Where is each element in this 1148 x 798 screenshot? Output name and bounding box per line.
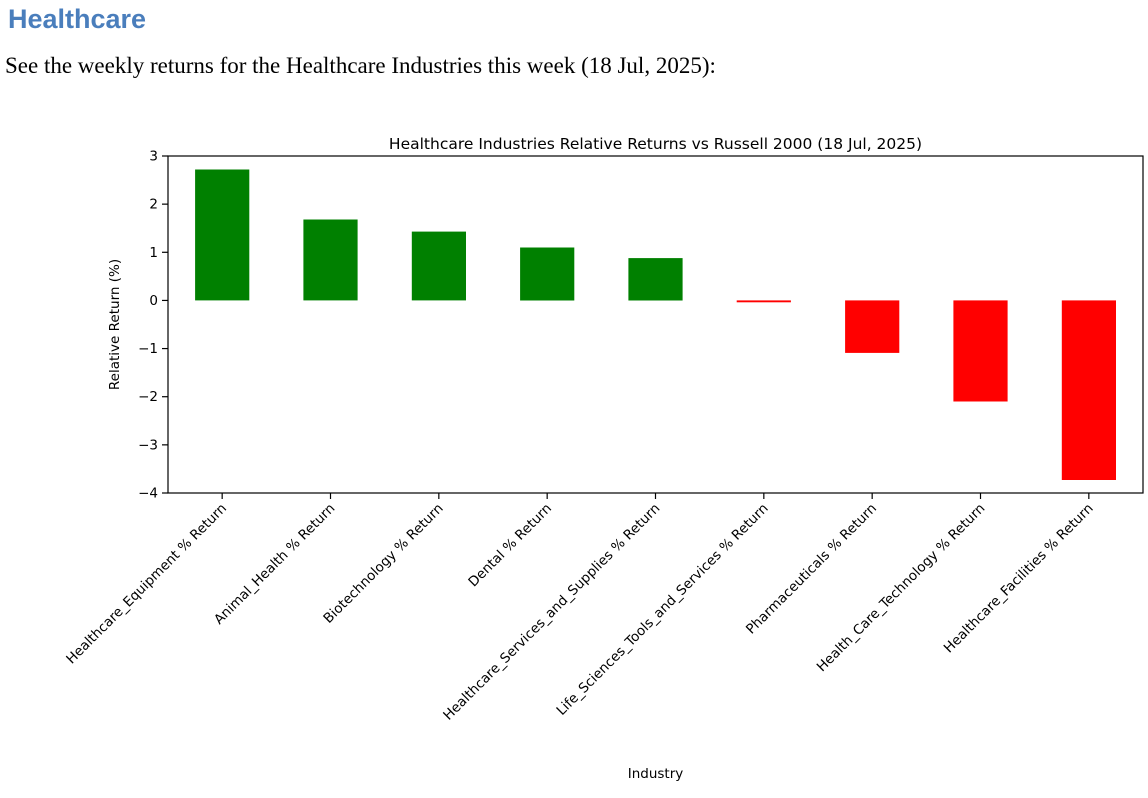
bar-5 — [736, 300, 791, 303]
bar-8 — [1061, 300, 1116, 480]
bar-3 — [520, 247, 575, 301]
y-tick-label: −4 — [138, 486, 158, 502]
bar-4 — [628, 258, 683, 301]
x-tick-label: Biotechnology % Return — [320, 501, 446, 627]
x-tick-label: Animal_Health % Return — [211, 501, 338, 628]
bar-6 — [845, 300, 900, 353]
x-tick-label: Health_Care_Technology % Return — [814, 501, 989, 676]
y-tick-label: 2 — [149, 197, 158, 213]
returns-bar-chart-figure: 3 2 1 0 −1 −2 −3 −4 Healthcare_Equipment % Retur… — [0, 126, 1148, 798]
chart-title: Healthcare Industries Relative Returns v… — [389, 135, 922, 153]
x-axis-label: Industry — [628, 766, 684, 782]
y-tick-label: −2 — [138, 389, 158, 405]
y-tick-label: −1 — [138, 341, 158, 357]
bar-2 — [411, 231, 466, 301]
section-heading: Healthcare — [8, 4, 147, 34]
intro-text: See the weekly returns for the Healthcar… — [5, 53, 716, 78]
x-tick-label: Dental % Return — [465, 501, 555, 591]
y-axis-label: Relative Return (%) — [107, 259, 123, 390]
x-tick-label: Healthcare_Equipment % Return — [63, 501, 230, 668]
y-tick-label: 3 — [149, 149, 158, 165]
bar-7 — [953, 300, 1008, 402]
x-tick-label: Healthcare_Services_and_Supplies % Retur… — [440, 501, 663, 724]
y-tick-label: 1 — [149, 245, 158, 261]
bar-1 — [303, 219, 358, 301]
bar-0 — [195, 169, 250, 301]
y-tick-label: −3 — [138, 437, 158, 453]
y-tick-label: 0 — [149, 293, 158, 309]
x-tick-label: Life_Sciences_Tools_and_Services % Retur… — [553, 501, 771, 719]
